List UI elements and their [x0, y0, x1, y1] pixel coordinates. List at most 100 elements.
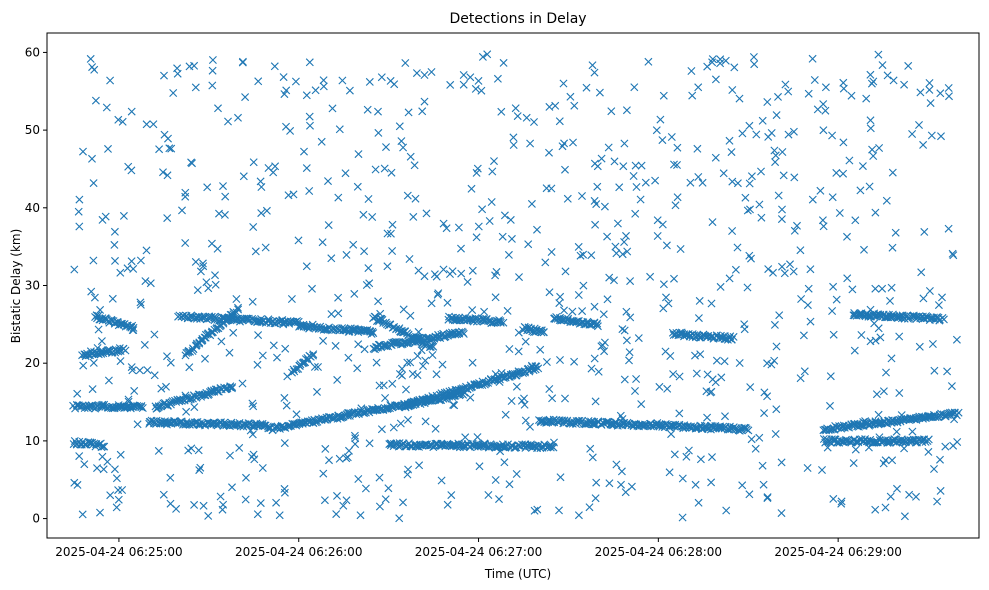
data-point — [818, 466, 826, 474]
data-point — [208, 81, 217, 90]
data-point — [760, 388, 769, 397]
data-point — [733, 243, 742, 252]
data-point — [410, 161, 419, 170]
data-point — [280, 439, 289, 448]
data-point — [745, 490, 754, 499]
data-point — [670, 450, 679, 459]
data-point — [871, 208, 880, 217]
data-point — [406, 311, 415, 320]
data-point — [221, 192, 230, 201]
data-point — [234, 303, 242, 312]
data-point — [287, 295, 296, 303]
data-point — [459, 329, 468, 338]
data-point — [356, 511, 365, 520]
data-point — [755, 433, 764, 442]
data-point — [311, 86, 320, 95]
data-point — [850, 346, 859, 355]
data-point — [484, 491, 493, 499]
data-point — [821, 106, 830, 115]
data-point — [508, 371, 517, 380]
data-point — [399, 143, 408, 152]
data-point — [257, 209, 266, 218]
data-point — [591, 397, 600, 406]
data-point — [204, 511, 213, 520]
data-point — [254, 331, 263, 340]
data-point — [381, 495, 390, 504]
data-point — [655, 382, 664, 391]
data-point — [96, 305, 105, 314]
data-point — [500, 458, 509, 467]
data-point — [806, 265, 815, 274]
data-point — [666, 352, 675, 360]
data-point — [163, 171, 172, 180]
data-point — [590, 420, 598, 429]
data-point — [673, 161, 681, 169]
data-point — [774, 191, 783, 200]
data-point — [446, 270, 454, 278]
data-point — [858, 162, 867, 171]
data-point — [678, 513, 687, 522]
data-point — [320, 496, 329, 505]
data-point — [398, 328, 407, 337]
data-point — [851, 216, 860, 225]
data-point — [771, 430, 780, 438]
data-point — [451, 313, 460, 322]
data-point — [770, 320, 779, 329]
data-point — [98, 442, 107, 451]
data-point — [828, 307, 837, 315]
data-point — [457, 269, 466, 278]
data-point — [561, 267, 570, 276]
data-point — [771, 158, 780, 167]
data-point — [457, 244, 465, 253]
data-point — [75, 195, 84, 204]
data-point — [694, 173, 703, 181]
data-point — [561, 165, 569, 174]
data-point — [110, 227, 119, 236]
data-point — [424, 395, 432, 404]
plot-area — [47, 33, 979, 538]
data-point — [944, 224, 953, 233]
x-axis: 2025-04-24 06:25:00 2025-04-24 06:26:00 20… — [55, 538, 902, 559]
data-point — [936, 486, 945, 495]
data-point — [98, 314, 107, 323]
data-point — [178, 206, 186, 215]
data-point — [300, 147, 308, 156]
data-point — [843, 232, 851, 241]
data-point — [623, 247, 632, 256]
data-point — [406, 358, 415, 367]
data-point — [207, 387, 216, 396]
data-point — [309, 351, 317, 360]
data-point — [474, 76, 483, 85]
data-point — [872, 390, 881, 399]
data-point — [874, 410, 883, 419]
data-point — [888, 243, 897, 252]
data-point — [507, 234, 516, 243]
data-point — [127, 257, 136, 266]
data-point — [188, 159, 196, 168]
data-point — [305, 58, 314, 67]
data-point — [892, 427, 901, 436]
data-point — [327, 254, 336, 263]
data-point — [908, 130, 917, 138]
data-point — [167, 144, 176, 153]
data-point — [936, 455, 944, 464]
data-point — [886, 492, 895, 501]
data-point — [722, 506, 731, 515]
x-tick-label: 2025-04-24 06:29:00 — [774, 545, 901, 559]
data-point — [725, 425, 734, 434]
data-point — [127, 107, 136, 116]
data-point — [351, 434, 360, 443]
data-point — [371, 165, 380, 174]
data-point — [755, 200, 764, 209]
x-axis-label: Time (UTC) — [484, 567, 551, 581]
data-point — [335, 125, 344, 134]
data-point — [696, 455, 705, 464]
data-point — [692, 369, 701, 378]
data-point — [271, 162, 280, 171]
data-point — [866, 116, 875, 125]
data-point — [659, 91, 668, 100]
data-point — [102, 103, 111, 112]
data-point — [136, 298, 145, 307]
data-point — [777, 458, 786, 467]
data-point — [784, 87, 793, 96]
